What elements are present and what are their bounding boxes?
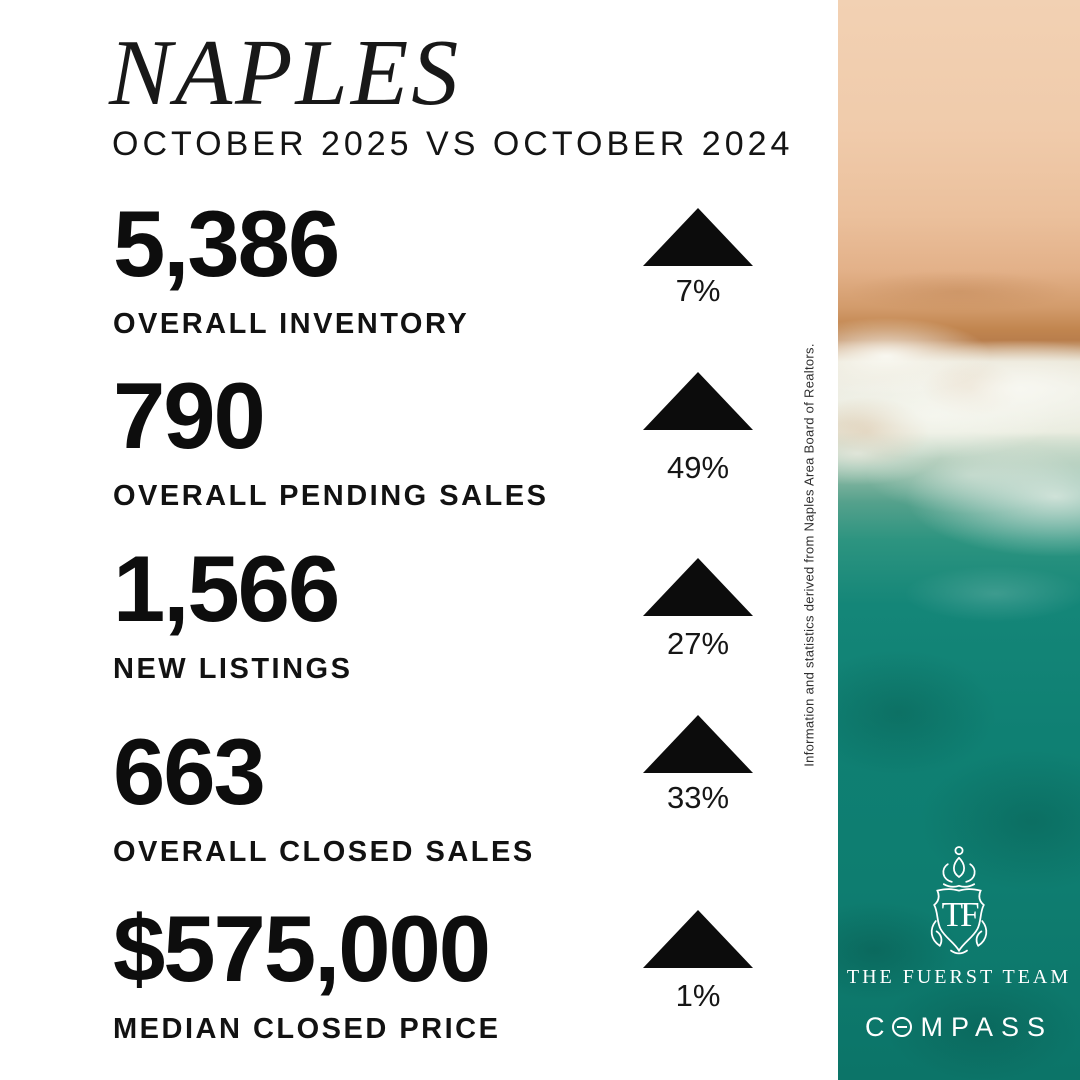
trend-up-icon: [643, 715, 753, 773]
stat-label: OVERALL CLOSED SALES: [113, 836, 535, 868]
stat-change: 7%: [675, 273, 721, 308]
trend-up-icon: [643, 208, 753, 266]
stat-value: $575,000: [113, 896, 491, 1001]
compass-wordmark: C MPASS: [864, 1012, 1054, 1042]
trend-up-icon: [643, 372, 753, 430]
crest-shield-icon: [933, 888, 985, 953]
crest-crown-right-petal-icon: [965, 863, 976, 883]
crest-bottom-curl-icon: [950, 949, 968, 955]
team-crest-logo: TF: [930, 846, 988, 955]
stat-row-overall-pending-sales: 790 49% OVERALL PENDING SALES: [0, 369, 838, 539]
stat-change: 27%: [666, 626, 730, 661]
trend-up-icon: [643, 558, 753, 616]
page-title: NAPLES: [109, 21, 462, 125]
page-subtitle: OCTOBER 2025 VS OCTOBER 2024: [112, 125, 794, 163]
stat-value: 790: [113, 363, 266, 468]
stat-change: 1%: [675, 978, 721, 1013]
stat-label: MEDIAN CLOSED PRICE: [113, 1013, 501, 1045]
stat-value: 1,566: [113, 536, 340, 641]
stat-value: 5,386: [113, 191, 340, 296]
beach-aerial-photo: TF THE FUERST TEAM C MPASS: [838, 0, 1080, 1080]
trend-up-icon: [643, 910, 753, 968]
stat-label: NEW LISTINGS: [113, 653, 353, 685]
disclaimer-text: Information and statistics derived from …: [801, 343, 817, 767]
stat-row-new-listings: 1,566 27% NEW LISTINGS: [0, 542, 838, 712]
crest-ring-icon: [954, 846, 964, 856]
stat-change: 33%: [666, 780, 730, 815]
stat-label: OVERALL INVENTORY: [113, 308, 470, 340]
stat-value: 663: [113, 719, 266, 824]
crest-left-leaf-icon: [930, 920, 943, 947]
stat-row-overall-inventory: 5,386 7% OVERALL INVENTORY: [0, 197, 838, 367]
stat-row-overall-closed-sales: 663 33% OVERALL CLOSED SALES: [0, 715, 838, 895]
compass-barred-o-icon: [892, 1017, 913, 1037]
crest-monogram: TF: [942, 895, 979, 934]
crest-crown-left-petal-icon: [942, 863, 953, 883]
stat-change: 49%: [666, 450, 730, 485]
team-name: THE FUERST TEAM: [846, 966, 1072, 988]
crest-crown-icon: [953, 856, 965, 879]
stat-label: OVERALL PENDING SALES: [113, 480, 549, 512]
crest-crown-base-icon: [942, 883, 976, 888]
crest-right-leaf-icon: [975, 920, 988, 947]
stat-row-median-closed-price: $575,000 1% MEDIAN CLOSED PRICE: [0, 902, 838, 1072]
